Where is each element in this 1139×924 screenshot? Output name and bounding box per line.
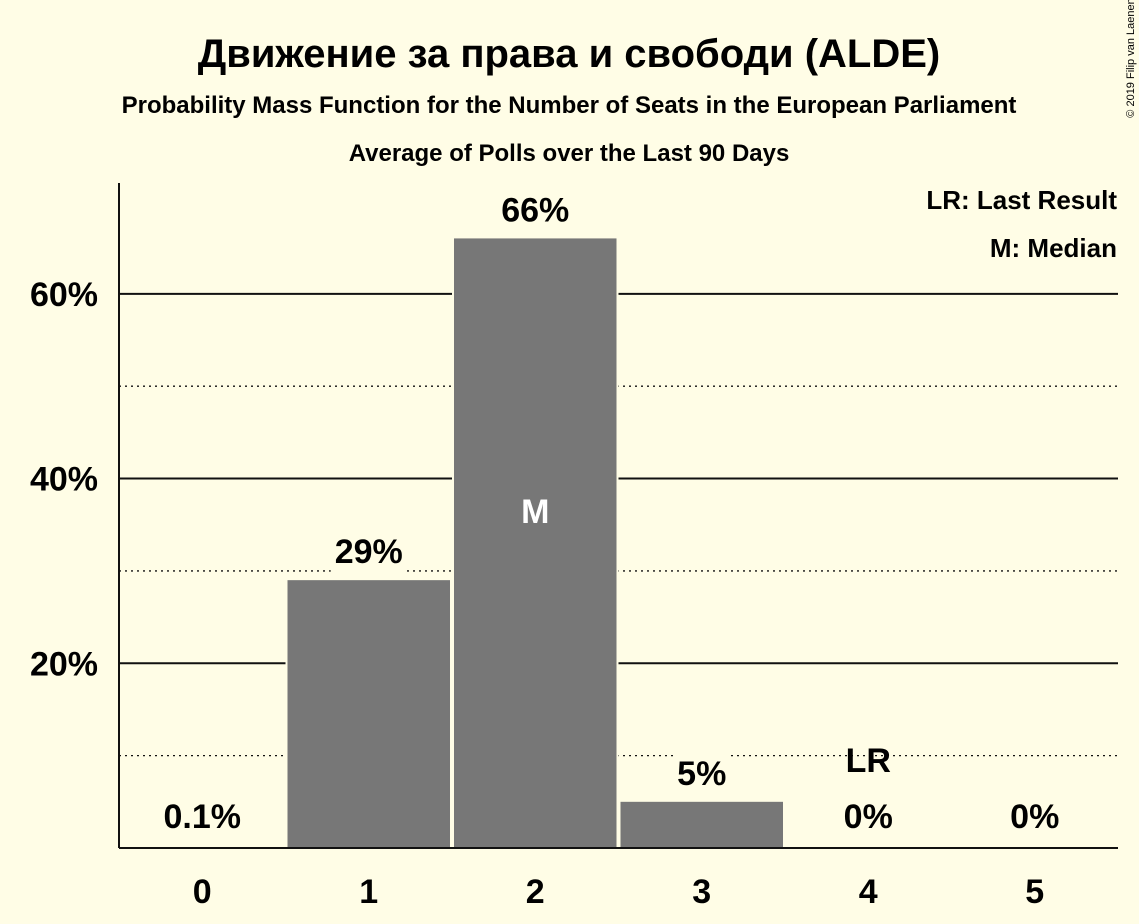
last-result-marker: LR — [846, 742, 891, 780]
chart-subtitle-2: Average of Polls over the Last 90 Days — [349, 140, 790, 167]
chart-subtitle: Probability Mass Function for the Number… — [122, 92, 1017, 119]
x-tick-label-5: 5 — [1025, 873, 1044, 911]
copyright-notice: © 2019 Filip van Laenen — [1125, 0, 1137, 118]
bar-label-3: 5% — [677, 755, 726, 793]
x-tick-label-4: 4 — [859, 873, 878, 911]
bar-label-bg-0 — [154, 795, 251, 837]
bar-label-bg-3 — [673, 751, 730, 794]
bar-label-0: 0.1% — [164, 798, 242, 836]
bar-3 — [620, 801, 783, 848]
bar-label-bg-4 — [840, 795, 897, 837]
bar-label-2: 66% — [501, 191, 569, 229]
legend-median: M: Median — [990, 233, 1117, 263]
bar-labels: 0.1% 29% 66% 5% 0% 0% M LR — [154, 188, 1063, 837]
x-tick-label-3: 3 — [692, 873, 711, 911]
chart-title: Движение за права и свободи (ALDE) — [198, 32, 941, 76]
y-tick-label-60: 60% — [30, 276, 98, 314]
x-tick-label-2: 2 — [526, 873, 545, 911]
bar-label-4: 0% — [844, 798, 893, 836]
x-tick-label-1: 1 — [359, 873, 378, 911]
bar-label-bg-2 — [497, 188, 574, 231]
y-tick-label-20: 20% — [30, 645, 98, 683]
bar-gap-0 — [119, 845, 286, 848]
bar-label-bg-1 — [330, 530, 407, 573]
x-tick-label-0: 0 — [193, 873, 212, 911]
bars — [119, 236, 785, 848]
legend-last-result: LR: Last Result — [926, 185, 1117, 215]
bar-label-bg-5 — [1006, 795, 1063, 837]
bar-label-1: 29% — [335, 533, 403, 571]
y-tick-label-40: 40% — [30, 461, 98, 499]
bar-1 — [287, 580, 450, 848]
median-marker: M — [521, 493, 549, 531]
axes: 0 1 2 3 4 5 — [118, 183, 1118, 911]
bar-2 — [454, 238, 617, 848]
bar-label-5: 0% — [1010, 798, 1059, 836]
